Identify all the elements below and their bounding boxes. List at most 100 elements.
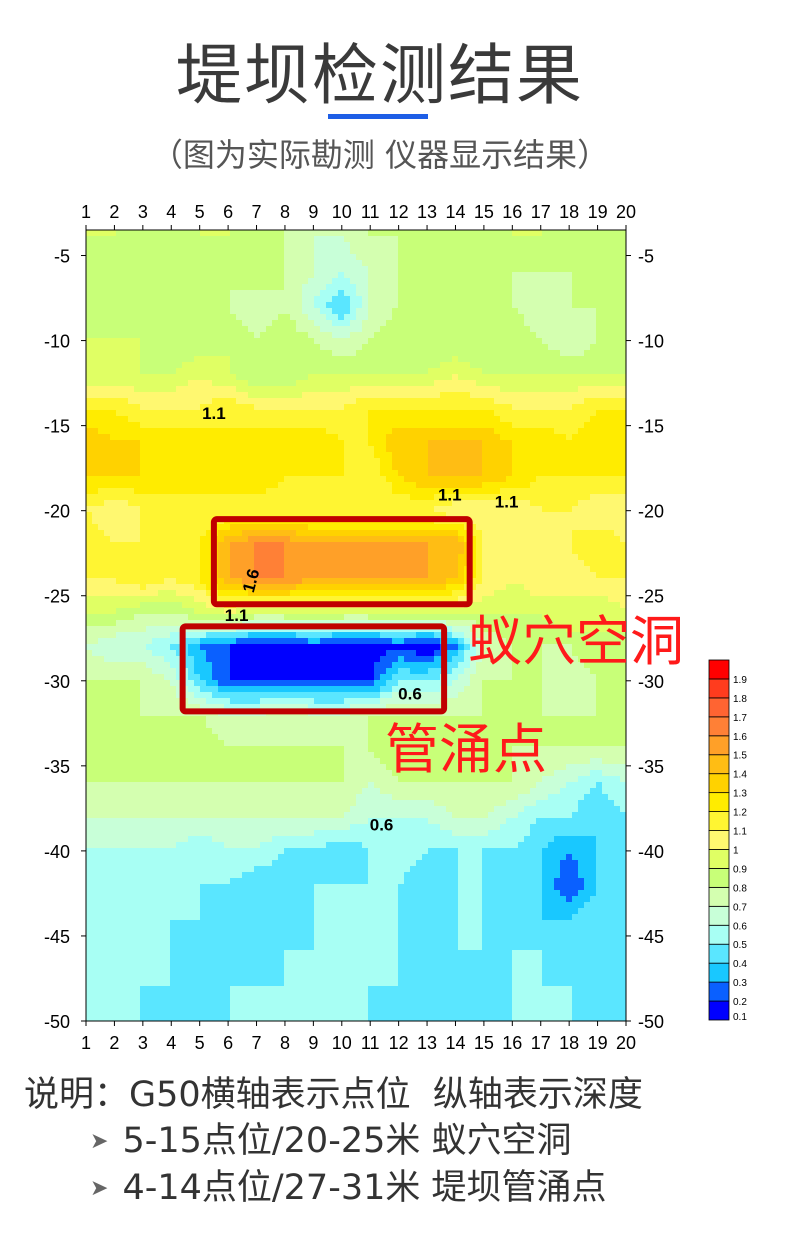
heatmap-cell bbox=[110, 512, 117, 519]
heatmap-cell bbox=[350, 242, 357, 249]
heatmap-cell bbox=[512, 530, 519, 537]
heatmap-cell bbox=[182, 428, 189, 435]
heatmap-cell bbox=[476, 476, 483, 483]
heatmap-cell bbox=[410, 242, 417, 249]
heatmap-cell bbox=[110, 458, 117, 465]
heatmap-cell bbox=[230, 296, 237, 303]
heatmap-cell bbox=[512, 380, 519, 387]
heatmap-cell bbox=[272, 242, 279, 249]
heatmap-cell bbox=[536, 308, 543, 315]
heatmap-cell bbox=[104, 260, 111, 267]
heatmap-cell bbox=[368, 290, 375, 297]
heatmap-cell bbox=[338, 368, 345, 375]
heatmap-cell bbox=[512, 512, 519, 519]
heatmap-cell bbox=[368, 536, 375, 543]
heatmap-cell bbox=[248, 440, 255, 447]
heatmap-cell bbox=[116, 536, 123, 543]
heatmap-cell bbox=[344, 428, 351, 435]
heatmap-cell bbox=[590, 296, 597, 303]
heatmap-cell bbox=[332, 494, 339, 501]
heatmap-cell bbox=[368, 326, 375, 333]
heatmap-cell bbox=[380, 338, 387, 345]
heatmap-cell bbox=[470, 374, 477, 381]
heatmap-cell bbox=[608, 284, 615, 291]
heatmap-cell bbox=[476, 290, 483, 297]
heatmap-cell bbox=[350, 290, 357, 297]
heatmap-cell bbox=[296, 320, 303, 327]
heatmap-cell bbox=[128, 524, 135, 531]
heatmap-cell bbox=[272, 440, 279, 447]
heatmap-cell bbox=[620, 278, 626, 285]
heatmap-cell bbox=[128, 296, 135, 303]
heatmap-cell bbox=[374, 380, 381, 387]
heatmap-cell bbox=[458, 536, 465, 543]
heatmap-cell bbox=[590, 320, 597, 327]
heatmap-cell bbox=[338, 422, 345, 429]
heatmap-cell bbox=[146, 470, 153, 477]
heatmap-cell bbox=[590, 344, 597, 351]
heatmap-cell bbox=[116, 440, 123, 447]
heatmap-cell bbox=[104, 374, 111, 381]
heatmap-cell bbox=[98, 314, 105, 321]
heatmap-cell bbox=[602, 404, 609, 411]
heatmap-cell bbox=[392, 236, 399, 243]
heatmap-cell bbox=[224, 296, 231, 303]
heatmap-cell bbox=[326, 236, 333, 243]
heatmap-cell bbox=[410, 404, 417, 411]
heatmap-cell bbox=[398, 284, 405, 291]
heatmap-cell bbox=[566, 524, 573, 531]
heatmap-cell bbox=[266, 494, 273, 501]
heatmap-cell bbox=[308, 266, 315, 273]
heatmap-cell bbox=[332, 368, 339, 375]
heatmap-cell bbox=[560, 404, 567, 411]
heatmap-cell bbox=[170, 368, 177, 375]
heatmap-cell bbox=[116, 398, 123, 405]
heatmap-cell bbox=[302, 488, 309, 495]
heatmap-cell bbox=[506, 500, 513, 507]
heatmap-cell bbox=[428, 254, 435, 261]
heatmap-cell bbox=[554, 440, 561, 447]
heatmap-cell bbox=[320, 416, 327, 423]
heatmap-cell bbox=[122, 422, 129, 429]
heatmap-cell bbox=[200, 296, 207, 303]
heatmap-cell bbox=[188, 542, 195, 549]
heatmap-cell bbox=[296, 434, 303, 441]
heatmap-cell bbox=[146, 398, 153, 405]
heatmap-cell bbox=[422, 296, 429, 303]
heatmap-cell bbox=[434, 512, 441, 519]
heatmap-cell bbox=[236, 434, 243, 441]
heatmap-cell bbox=[500, 428, 507, 435]
heatmap-cell bbox=[254, 440, 261, 447]
heatmap-cell bbox=[314, 374, 321, 381]
heatmap-cell bbox=[434, 308, 441, 315]
heatmap-cell bbox=[338, 530, 345, 537]
heatmap-cell bbox=[356, 464, 363, 471]
heatmap-cell bbox=[158, 404, 165, 411]
heatmap-cell bbox=[230, 398, 237, 405]
heatmap-cell bbox=[350, 512, 357, 519]
heatmap-cell bbox=[422, 230, 429, 237]
heatmap-cell bbox=[158, 278, 165, 285]
heatmap-cell bbox=[302, 338, 309, 345]
heatmap-cell bbox=[254, 428, 261, 435]
heatmap-cell bbox=[578, 488, 585, 495]
heatmap-cell bbox=[332, 344, 339, 351]
heatmap-cell bbox=[224, 338, 231, 345]
heatmap-cell bbox=[98, 368, 105, 375]
heatmap-cell bbox=[188, 524, 195, 531]
heatmap-cell bbox=[380, 350, 387, 357]
heatmap-cell bbox=[440, 488, 447, 495]
heatmap-cell bbox=[212, 374, 219, 381]
heatmap-cell bbox=[200, 380, 207, 387]
heatmap-cell bbox=[434, 332, 441, 339]
heatmap-cell bbox=[608, 380, 615, 387]
heatmap-cell bbox=[86, 266, 93, 273]
heatmap-cell bbox=[104, 248, 111, 255]
heatmap-cell bbox=[482, 404, 489, 411]
heatmap-cell bbox=[134, 320, 141, 327]
heatmap-cell bbox=[326, 422, 333, 429]
heatmap-cell bbox=[590, 470, 597, 477]
heatmap-cell bbox=[194, 410, 201, 417]
heatmap-cell bbox=[170, 278, 177, 285]
heatmap-cell bbox=[596, 302, 603, 309]
